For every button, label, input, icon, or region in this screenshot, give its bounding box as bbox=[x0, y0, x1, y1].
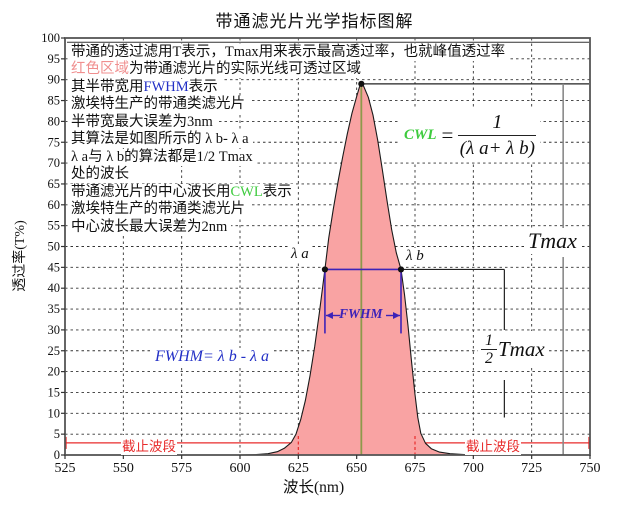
text-segment: 为带通滤光片的实际光线可透过区域 bbox=[129, 61, 361, 78]
fwhm-arrowhead-right bbox=[393, 312, 400, 319]
text-block-line: 激埃特生产的带通类滤光片 bbox=[69, 96, 249, 114]
y-tick-label: 25 bbox=[48, 344, 61, 358]
x-tick-label: 575 bbox=[171, 461, 192, 476]
y-tick-label: 60 bbox=[48, 198, 61, 212]
text-block-line: λ a与 λ b的算法都是1/2 Tmax bbox=[69, 148, 257, 166]
half-fraction-denominator: 2 bbox=[485, 350, 493, 367]
text-block-line: 其算法是如图所示的 λ b- λ a bbox=[69, 131, 253, 149]
x-tick-label: 675 bbox=[405, 461, 426, 476]
y-tick-label: 90 bbox=[48, 73, 61, 87]
y-tick-label: 50 bbox=[48, 240, 61, 254]
y-tick-label: 0 bbox=[54, 448, 60, 462]
y-tick-label: 65 bbox=[48, 177, 61, 191]
text-segment: 表示 bbox=[262, 183, 292, 200]
lambda-a-label: λ a bbox=[289, 246, 311, 263]
text-segment: 带通的透过滤用T表示，Tmax用来表示最高透过率，也就峰值透过率 bbox=[71, 43, 506, 60]
y-tick-label: 95 bbox=[48, 52, 61, 66]
marker-dot bbox=[358, 80, 365, 87]
text-segment: 带通滤光片的中心波长用 bbox=[71, 183, 231, 200]
cutoff-band-label-left: 截止波段 bbox=[121, 435, 177, 455]
text-segment: 处的波长 bbox=[71, 166, 129, 183]
text-segment: CWL bbox=[230, 183, 263, 200]
y-tick-label: 85 bbox=[48, 94, 61, 108]
text-segment: 表示 bbox=[188, 78, 218, 95]
text-segment: 激埃特生产的带通类滤光片 bbox=[71, 201, 245, 218]
x-axis-title: 波长(nm) bbox=[283, 479, 345, 496]
fwhm-bracket-label: FWHM bbox=[339, 306, 383, 321]
cwl-fraction: 1 (λ a+ λ b) bbox=[458, 110, 537, 161]
tmax-label: Tmax bbox=[525, 228, 580, 254]
x-tick-label: 625 bbox=[288, 461, 309, 476]
text-segment: FWHM bbox=[143, 78, 189, 95]
equals-sign: = bbox=[441, 123, 454, 147]
y-tick-label: 75 bbox=[48, 135, 61, 149]
text-block-line: 带通的透过滤用T表示，Tmax用来表示最高透过率，也就峰值透过率 bbox=[69, 43, 510, 61]
text-block-line: 激埃特生产的带通类滤光片 bbox=[69, 201, 249, 219]
half-tmax-label: 1 2 Tmax bbox=[478, 331, 548, 368]
y-tick-label: 55 bbox=[48, 219, 61, 233]
cwl-symbol: CWL bbox=[404, 127, 437, 143]
text-segment: 其算法是如图所示的 λ b- λ a bbox=[71, 131, 249, 148]
y-tick-label: 10 bbox=[48, 406, 61, 420]
y-tick-label: 70 bbox=[48, 156, 61, 170]
text-segment: 红色区域 bbox=[71, 61, 129, 78]
text-block-line: 中心波长最大误差为2nm bbox=[69, 219, 232, 236]
text-segment: 半带宽最大误差为3nm bbox=[71, 113, 213, 130]
x-tick-label: 600 bbox=[230, 461, 251, 476]
text-block-line: 带通滤光片的中心波长用CWL表示 bbox=[69, 183, 296, 201]
text-block-line: 红色区域为带通滤光片的实际光线可透过区域 bbox=[69, 61, 365, 79]
y-axis-title: 透过率(T%) bbox=[13, 220, 28, 292]
lambda-b-label: λ b bbox=[404, 248, 426, 265]
y-tick-label: 45 bbox=[48, 260, 61, 274]
text-segment: λ a与 λ b的算法都是1/2 Tmax bbox=[71, 148, 253, 165]
fwhm-arrowhead-left bbox=[325, 312, 333, 319]
half-fraction-numerator: 1 bbox=[481, 332, 497, 350]
y-tick-label: 80 bbox=[48, 114, 61, 128]
marker-dot bbox=[397, 266, 405, 273]
cwl-fraction-numerator: 1 bbox=[458, 110, 537, 136]
x-tick-label: 700 bbox=[463, 461, 484, 476]
x-tick-label: 550 bbox=[113, 461, 134, 476]
cwl-formula: CWL = 1 (λ a+ λ b) bbox=[400, 109, 541, 162]
text-block-line: 半带宽最大误差为3nm bbox=[69, 113, 217, 131]
page-title: 带通滤光片光学指标图解 bbox=[215, 12, 414, 31]
y-tick-label: 30 bbox=[48, 323, 61, 337]
y-tick-label: 100 bbox=[41, 31, 60, 45]
cutoff-band-label-right: 截止波段 bbox=[465, 435, 521, 455]
cwl-fraction-denominator: (λ a+ λ b) bbox=[459, 138, 535, 159]
text-segment: 其半带宽用 bbox=[71, 78, 144, 95]
text-block-line: 处的波长 bbox=[69, 166, 133, 184]
text-segment: 中心波长最大误差为2nm bbox=[71, 219, 228, 235]
half-tmax-word: Tmax bbox=[498, 337, 545, 361]
text-block-line: 其半带宽用FWHM表示 bbox=[69, 78, 222, 96]
y-tick-label: 15 bbox=[48, 385, 61, 399]
y-tick-label: 5 bbox=[54, 427, 60, 441]
half-fraction: 1 2 bbox=[481, 332, 497, 367]
fwhm-formula: FWHM= λ b - λ a bbox=[152, 348, 272, 366]
y-tick-label: 20 bbox=[48, 365, 61, 379]
x-tick-label: 650 bbox=[346, 461, 367, 476]
y-tick-label: 40 bbox=[48, 281, 61, 295]
text-segment: 激埃特生产的带通类滤光片 bbox=[71, 96, 245, 113]
marker-dot bbox=[321, 266, 329, 273]
x-tick-label: 725 bbox=[521, 461, 542, 476]
x-tick-label: 750 bbox=[580, 461, 601, 476]
x-tick-label: 525 bbox=[55, 461, 76, 476]
y-tick-label: 35 bbox=[48, 302, 61, 316]
